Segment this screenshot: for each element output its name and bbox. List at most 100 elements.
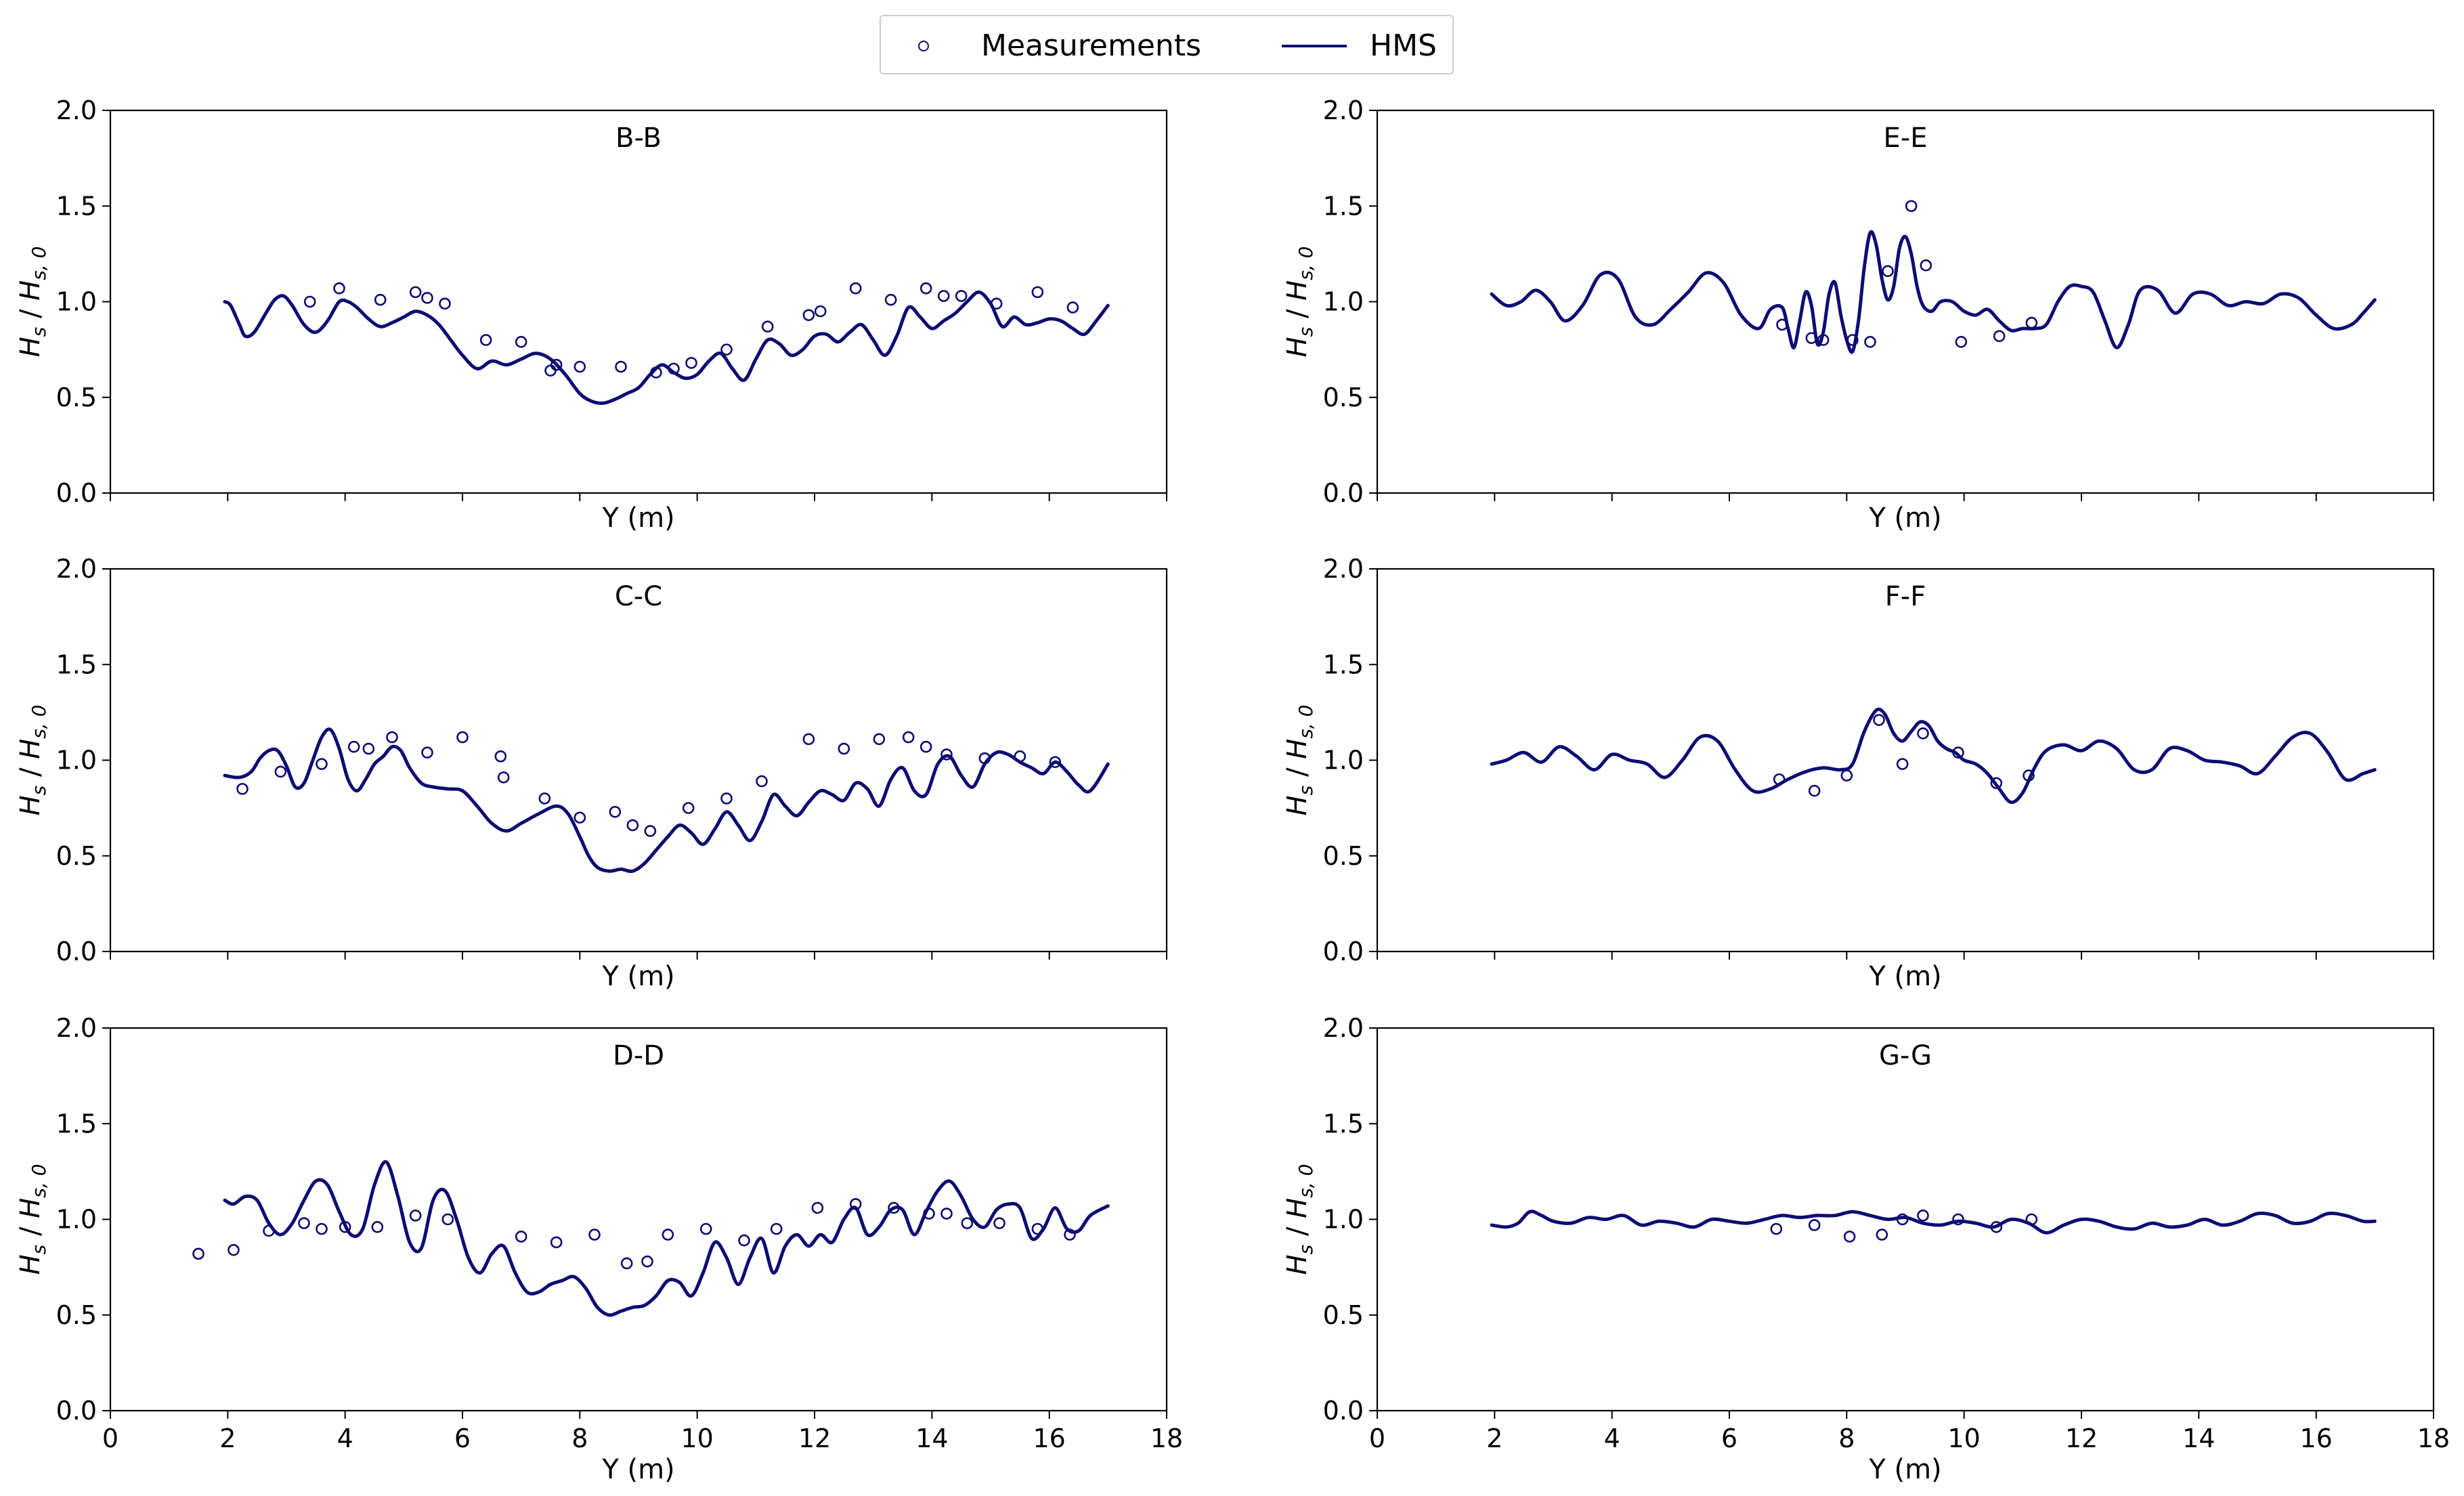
- measurement-point: [515, 1231, 527, 1243]
- panel-title: F-F: [1885, 581, 1926, 612]
- y-tick-label: 0.0: [56, 1396, 97, 1426]
- measurement-point: [1864, 336, 1876, 348]
- measurement-point: [1840, 769, 1853, 782]
- measurement-point: [550, 1236, 563, 1249]
- measurement-point: [1808, 784, 1821, 797]
- measurement-point: [333, 282, 345, 295]
- measurement-point: [192, 1247, 204, 1260]
- measurement-point: [814, 305, 827, 318]
- measurement-point: [316, 758, 328, 770]
- measurement-point: [374, 293, 387, 306]
- x-tick-label: 8: [1838, 1424, 1855, 1453]
- measurement-point: [761, 320, 774, 333]
- y-tick-label: 1.5: [56, 1109, 97, 1138]
- y-tick-label: 0.5: [1323, 383, 1364, 412]
- measurement-point: [884, 293, 897, 306]
- measurement-point: [920, 740, 932, 753]
- legend: Measurements HMS: [880, 15, 1454, 74]
- measurement-point: [1873, 714, 1885, 726]
- panel-e-e: 0.0 0.5 1.0 1.5 2.0 E-E Y (m) Hs / Hs, 0: [1282, 95, 2435, 534]
- panel-g-g: 0.0 0.5 1.0 1.5 2.0 0 2 4 6 8 10 12 14 16 18 G-G Y (m) Hs…: [1282, 1013, 2450, 1485]
- x-axis-label: Y (m): [601, 503, 674, 534]
- measurement-point: [236, 783, 248, 795]
- measurement-point: [479, 334, 492, 346]
- x-tick-label: 12: [2065, 1424, 2098, 1453]
- plot-area-frame: [109, 109, 1168, 494]
- y-tick-label: 0.0: [1323, 1396, 1364, 1426]
- panel-title: E-E: [1884, 123, 1928, 154]
- panel-b-b: 0.0 0.5 1.0 1.5 2.0 B-B Y (m) Hs / Hs, 0: [15, 95, 1168, 534]
- measurement-point: [941, 748, 953, 761]
- measurement-point: [961, 1217, 974, 1229]
- measurement-point: [682, 802, 695, 814]
- measurement-point: [303, 295, 316, 308]
- measurement-point: [371, 1221, 384, 1233]
- measurement-point: [574, 811, 586, 824]
- measurement-point: [620, 1257, 633, 1270]
- y-tick-label: 2.0: [1323, 1013, 1364, 1043]
- y-tick-label: 2.0: [56, 554, 97, 584]
- y-axis-label: Hs / Hs, 0: [1282, 1164, 1317, 1275]
- measurement-point: [802, 309, 815, 322]
- measurement-point: [1920, 259, 1932, 272]
- x-tick-label: 0: [102, 1424, 118, 1453]
- measurement-point: [347, 740, 360, 753]
- measurement-point: [298, 1217, 310, 1229]
- y-axis-label: Hs / Hs, 0: [15, 705, 50, 816]
- legend-measurements-label: Measurements: [981, 28, 1201, 63]
- measurement-point: [494, 750, 507, 763]
- x-tick-label: 2: [1486, 1424, 1503, 1453]
- x-tick-label: 4: [337, 1424, 353, 1453]
- measurement-point: [838, 742, 850, 755]
- hms-line: [223, 290, 1110, 405]
- measurement-point: [538, 792, 551, 805]
- hms-line: [223, 1160, 1110, 1317]
- measurement-point: [811, 1201, 824, 1214]
- x-tick-label: 6: [454, 1424, 471, 1453]
- x-axis-label: Y (m): [601, 1454, 674, 1485]
- measurement-point: [1876, 1228, 1888, 1241]
- y-tick-label: 2.0: [1323, 554, 1364, 584]
- x-axis-label: Y (m): [1868, 961, 1941, 992]
- y-tick-label: 0.5: [1323, 841, 1364, 871]
- measurement-point: [941, 1208, 953, 1220]
- y-tick-label: 0.0: [1323, 478, 1364, 508]
- measurement-point: [756, 775, 768, 788]
- measurement-point: [849, 282, 862, 295]
- measurement-point: [409, 286, 422, 299]
- y-tick-label: 1.0: [1323, 746, 1364, 775]
- measurement-point: [421, 292, 433, 304]
- x-axis-label: Y (m): [1868, 1454, 1941, 1485]
- y-tick-label: 1.5: [56, 191, 97, 221]
- hms-line: [1490, 1210, 2377, 1235]
- y-tick-label: 1.5: [1323, 191, 1364, 221]
- x-tick-label: 8: [571, 1424, 588, 1453]
- y-tick-label: 0.0: [1323, 937, 1364, 966]
- measurement-point: [1993, 330, 2006, 343]
- y-tick-label: 1.0: [1323, 1205, 1364, 1235]
- measurement-point: [738, 1234, 750, 1247]
- panel-title: G-G: [1879, 1040, 1932, 1071]
- measurement-point: [550, 358, 563, 371]
- measurement-point: [609, 805, 622, 818]
- y-tick-label: 1.0: [56, 746, 97, 775]
- y-tick-label: 1.0: [1323, 287, 1364, 317]
- measurement-point: [802, 733, 815, 746]
- measurement-point: [1917, 1210, 1929, 1222]
- measurement-point: [1808, 1219, 1821, 1231]
- panel-title: C-C: [615, 581, 662, 612]
- measurement-point: [1066, 301, 1079, 314]
- measurement-point: [2025, 316, 2038, 329]
- x-tick-label: 16: [1033, 1424, 1065, 1453]
- measurement-point: [1952, 1213, 1964, 1226]
- measurement-point: [386, 731, 398, 744]
- measurement-point: [1896, 758, 1909, 770]
- measurement-point: [1882, 265, 1894, 278]
- plot-area-frame: [1376, 109, 2435, 494]
- plot-area-frame: [1376, 1027, 2435, 1412]
- measurement-point: [644, 825, 657, 837]
- y-tick-label: 1.0: [56, 287, 97, 317]
- measurement-point: [1843, 1231, 1856, 1243]
- y-axis-label: Hs / Hs, 0: [1282, 247, 1317, 358]
- measurement-point: [439, 297, 451, 310]
